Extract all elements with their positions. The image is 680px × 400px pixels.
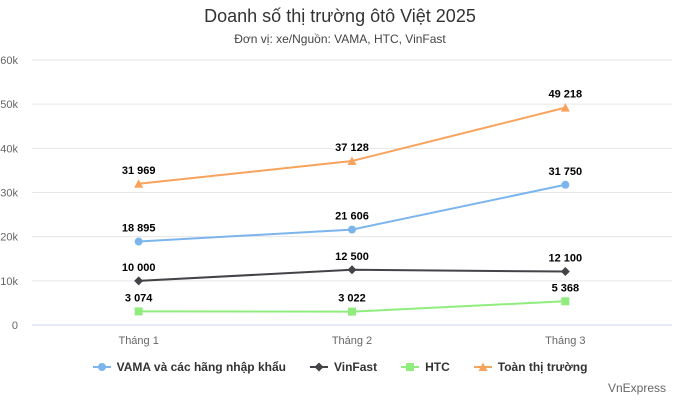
- legend-label: VAMA và các hãng nhập khẩu: [116, 360, 286, 374]
- data-label: 31 750: [549, 166, 583, 178]
- y-tick-label: 20k: [0, 232, 18, 244]
- y-tick-label: 50k: [0, 99, 18, 111]
- data-label: 31 969: [122, 165, 156, 177]
- data-point: [134, 307, 143, 316]
- legend-symbol: [401, 363, 420, 371]
- data-label: 3 022: [338, 293, 366, 305]
- y-tick-label: 30k: [0, 188, 18, 200]
- data-point: [348, 225, 356, 234]
- data-label: 49 218: [549, 89, 583, 101]
- data-point: [560, 103, 570, 112]
- data-point: [134, 237, 143, 246]
- data-point: [134, 179, 144, 188]
- data-point: [347, 156, 357, 166]
- legend-label: Toàn thị trường: [497, 360, 588, 374]
- legend-symbol: [309, 362, 328, 372]
- data-label: 10 000: [122, 262, 156, 274]
- data-point: [134, 276, 144, 286]
- data-point: [561, 297, 570, 306]
- legend-marker: [478, 362, 488, 371]
- data-label: 12 100: [549, 253, 583, 265]
- data-point: [560, 267, 570, 277]
- legend-marker: [97, 363, 106, 371]
- legend-symbol: [92, 363, 111, 371]
- legend-label: VinFast: [333, 360, 378, 374]
- x-tick-label: Tháng 1: [118, 335, 158, 347]
- data-label: 3 074: [125, 292, 153, 304]
- data-point: [347, 265, 357, 275]
- chart-legend: VAMA và các hãng nhập khẩu VinFast HTC Toàn…: [0, 360, 680, 374]
- data-label: 21 606: [335, 211, 369, 223]
- data-label: 18 895: [122, 223, 156, 235]
- data-label: 5 368: [552, 282, 580, 294]
- series-0: 18 895 21 606 31 750: [120, 164, 584, 246]
- data-label: 12 500: [335, 251, 369, 263]
- legend-label: HTC: [425, 360, 450, 374]
- legend-item[interactable]: Toàn thị trường: [473, 360, 588, 374]
- legend-marker: [406, 363, 415, 371]
- x-tick-label: Tháng 2: [332, 335, 372, 347]
- legend-item[interactable]: VinFast: [309, 360, 378, 374]
- series-2: 3 074 3 022 5 368: [123, 281, 581, 316]
- series-1: 10 000 12 500 12 100: [120, 249, 584, 286]
- data-point: [561, 180, 570, 189]
- chart-title: Doanh số thị trường ôtô Việt 2025: [204, 6, 476, 26]
- chart-subtitle: Đơn vị: xe/Nguồn: VAMA, HTC, VinFast: [234, 32, 446, 46]
- data-label: 37 128: [335, 142, 369, 154]
- source-credit: VnExpress: [607, 381, 666, 395]
- legend-symbol: [473, 362, 492, 371]
- y-tick-label: 10k: [0, 276, 18, 288]
- legend-marker: [314, 362, 324, 372]
- y-tick-label: 0: [12, 320, 18, 332]
- legend-item[interactable]: VAMA và các hãng nhập khẩu: [92, 360, 286, 374]
- x-tick-label: Tháng 3: [545, 335, 585, 347]
- legend-item[interactable]: HTC: [401, 360, 450, 374]
- data-point: [348, 307, 356, 316]
- series-3: 31 969 37 128 49 218: [120, 87, 584, 188]
- y-tick-label: 60k: [0, 55, 18, 67]
- y-tick-label: 40k: [0, 143, 18, 155]
